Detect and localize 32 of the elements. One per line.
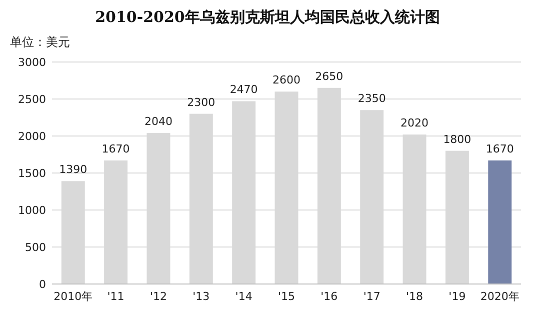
x-tick-label: '15 bbox=[278, 290, 296, 303]
data-label: 1670 bbox=[102, 142, 130, 156]
bar bbox=[488, 160, 512, 284]
x-tick-label: '14 bbox=[235, 290, 252, 303]
data-label: 2600 bbox=[272, 74, 300, 87]
y-tick-label: 1000 bbox=[18, 204, 46, 217]
y-tick-label: 500 bbox=[25, 241, 46, 254]
data-label: 1800 bbox=[443, 132, 472, 146]
data-label: 1390 bbox=[59, 163, 88, 176]
chart-title: 2010-2020年乌兹别克斯坦人均国民总收入统计图 bbox=[95, 8, 440, 26]
data-label: 2020 bbox=[400, 116, 429, 130]
x-tick-label: '13 bbox=[192, 290, 210, 303]
x-tick-label: '16 bbox=[320, 290, 338, 303]
x-tick-label: '12 bbox=[150, 290, 167, 303]
data-label: 2040 bbox=[144, 115, 172, 128]
x-tick-label: '18 bbox=[406, 290, 424, 303]
data-label: 2650 bbox=[315, 70, 344, 83]
y-tick-label: 3000 bbox=[18, 56, 46, 69]
y-tick-label: 1500 bbox=[18, 167, 46, 180]
x-tick-label: 2010年 bbox=[54, 290, 93, 303]
data-label: 1670 bbox=[486, 142, 514, 156]
data-label: 2350 bbox=[358, 92, 386, 106]
y-tick-label: 2000 bbox=[18, 130, 46, 143]
x-tick-label: '11 bbox=[107, 290, 124, 303]
data-label: 2470 bbox=[230, 83, 258, 96]
y-tick-label: 2500 bbox=[18, 93, 46, 106]
x-tick-label: '17 bbox=[363, 290, 380, 303]
x-tick-label: 2020年 bbox=[480, 290, 520, 303]
y-axis-title: 单位：美元 bbox=[10, 35, 70, 49]
y-tick-label: 0 bbox=[39, 278, 46, 291]
x-tick-label: '19 bbox=[448, 290, 466, 303]
data-label: 2300 bbox=[187, 96, 216, 109]
